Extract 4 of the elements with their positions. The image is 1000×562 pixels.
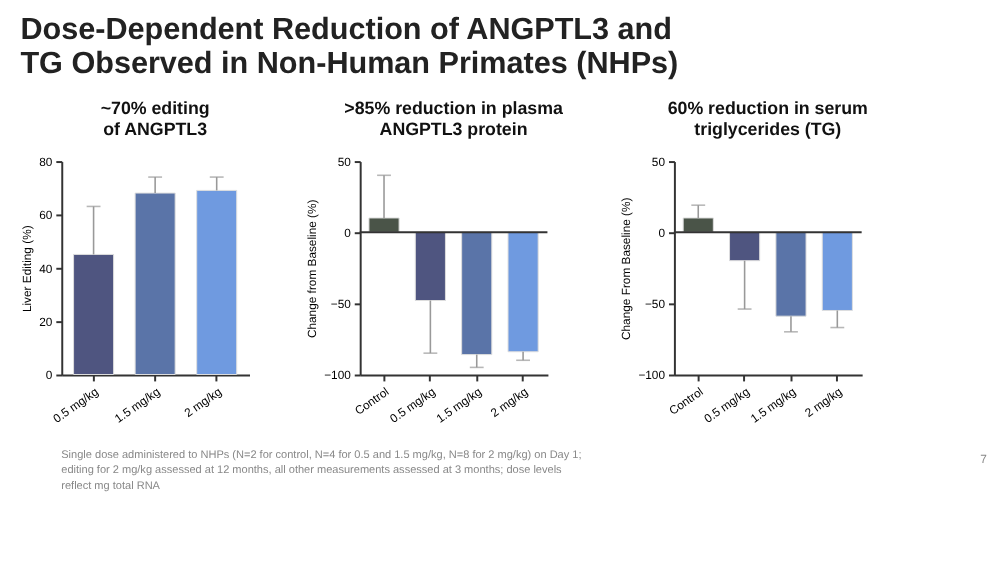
chart-subtitle: ~70% editing of ANGPTL3 <box>100 97 210 140</box>
chart-title: >85% reduction in plasma ANGPTL3 protein <box>344 97 563 140</box>
text: Dose-Dependent Reduction of ANGPTL3 and TG Observed in Non-Human Primates (NHPs) <box>20 12 679 82</box>
chart-title: 60% reduction in serum triglycerides (TG) <box>667 97 869 140</box>
